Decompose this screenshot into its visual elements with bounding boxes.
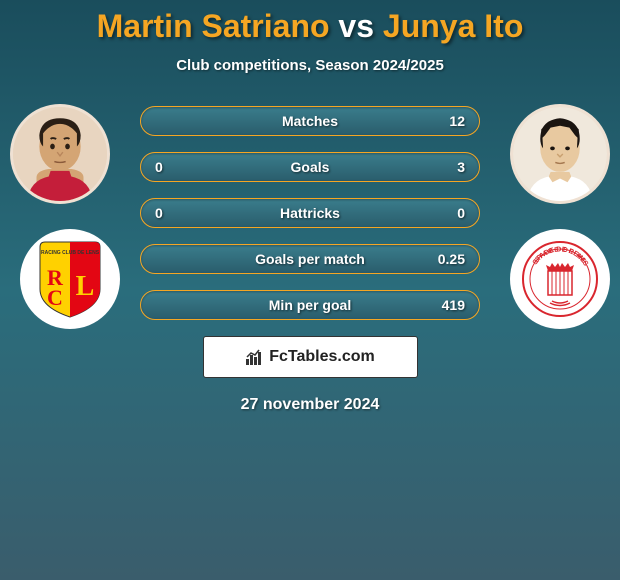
stat-row-hattricks: 0 Hattricks 0 xyxy=(140,198,480,228)
svg-text:RACING CLUB DE LENS: RACING CLUB DE LENS xyxy=(41,250,100,256)
stat-label: Hattricks xyxy=(280,205,340,221)
stat-row-min-per-goal: Min per goal 419 xyxy=(140,290,480,320)
svg-text:L: L xyxy=(76,271,95,302)
date-text: 27 november 2024 xyxy=(0,396,620,414)
stat-right-value: 0 xyxy=(457,205,465,221)
vs-text: vs xyxy=(338,8,374,44)
stat-label: Matches xyxy=(282,113,338,129)
stat-label: Goals per match xyxy=(255,251,365,267)
stat-label: Goals xyxy=(291,159,330,175)
stats-container: Matches 12 0 Goals 3 0 Hattricks 0 Goals… xyxy=(140,104,480,320)
stat-right-value: 3 xyxy=(457,159,465,175)
stat-right-value: 419 xyxy=(442,297,465,313)
brand-text: FcTables.com xyxy=(269,348,375,366)
player1-club-logo: RACING CLUB DE LENS R C L xyxy=(20,229,120,329)
player2-club-logo: STADE DE REIMS STADE DE REIMS xyxy=(510,229,610,329)
chart-icon xyxy=(245,348,263,366)
stat-row-matches: Matches 12 xyxy=(140,106,480,136)
brand-badge[interactable]: FcTables.com xyxy=(203,336,418,378)
player1-name: Martin Satriano xyxy=(97,8,330,44)
comparison-title: Martin Satriano vs Junya Ito xyxy=(0,8,620,45)
header: Martin Satriano vs Junya Ito Club compet… xyxy=(0,0,620,74)
stat-left-value: 0 xyxy=(155,205,163,221)
stat-row-goals: 0 Goals 3 xyxy=(140,152,480,182)
stat-row-goals-per-match: Goals per match 0.25 xyxy=(140,244,480,274)
stat-left-value: 0 xyxy=(155,159,163,175)
player2-name: Junya Ito xyxy=(383,8,523,44)
player1-photo xyxy=(10,104,110,204)
subtitle: Club competitions, Season 2024/2025 xyxy=(0,57,620,74)
player2-photo xyxy=(510,104,610,204)
stat-right-value: 0.25 xyxy=(438,251,465,267)
stat-right-value: 12 xyxy=(449,113,465,129)
stat-label: Min per goal xyxy=(269,297,351,313)
content: RACING CLUB DE LENS R C L STADE DE REIMS… xyxy=(0,104,620,414)
svg-text:C: C xyxy=(47,285,63,310)
